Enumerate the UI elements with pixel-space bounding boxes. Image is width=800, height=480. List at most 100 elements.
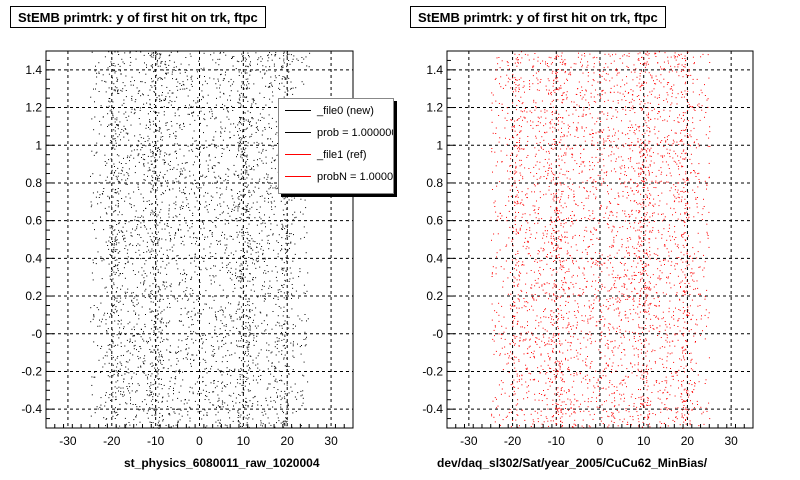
right-point: [605, 63, 607, 65]
left-point: [272, 233, 274, 235]
left-point: [160, 194, 162, 196]
left-point: [184, 293, 186, 295]
right-point: [550, 368, 552, 369]
left-point: [303, 58, 305, 60]
right-point: [529, 83, 530, 85]
left-point: [282, 273, 283, 274]
left-point: [183, 403, 185, 405]
left-point: [260, 422, 262, 424]
right-point: [682, 301, 684, 303]
left-point: [162, 92, 163, 93]
left-point: [261, 134, 263, 136]
left-point: [157, 148, 159, 149]
left-point: [283, 214, 285, 215]
left-point: [266, 356, 268, 358]
left-point: [265, 400, 267, 402]
left-point: [253, 290, 255, 292]
right-point: [613, 60, 615, 62]
right-point: [630, 238, 632, 240]
left-point: [226, 146, 228, 148]
right-point: [642, 272, 644, 274]
right-point: [621, 246, 623, 248]
left-point: [241, 374, 243, 376]
left-point: [247, 231, 249, 233]
left-point: [211, 233, 213, 235]
right-point: [706, 188, 707, 190]
left-point: [272, 406, 274, 408]
right-point: [545, 373, 547, 375]
left-point: [252, 359, 254, 361]
right-point: [551, 170, 552, 172]
left-point: [141, 267, 143, 269]
left-point: [110, 140, 112, 141]
left-point: [194, 257, 196, 259]
left-point: [150, 384, 152, 386]
left-point: [215, 226, 217, 228]
left-point: [252, 379, 254, 381]
left-point: [171, 125, 173, 127]
left-point: [178, 68, 180, 70]
left-point: [245, 351, 247, 353]
left-point: [256, 209, 258, 210]
left-point: [170, 286, 172, 288]
left-point: [192, 342, 194, 344]
left-point: [275, 52, 277, 54]
left-point: [204, 239, 205, 240]
left-point: [159, 149, 160, 151]
left-point: [183, 122, 184, 124]
left-point: [205, 192, 206, 194]
right-point: [686, 416, 688, 418]
left-point: [298, 297, 299, 299]
left-point: [201, 418, 203, 420]
left-point: [174, 371, 176, 373]
left-point: [241, 269, 243, 270]
left-point: [176, 153, 177, 154]
left-point: [291, 196, 293, 198]
left-point: [160, 350, 162, 352]
right-point: [513, 126, 515, 128]
left-point: [152, 180, 154, 182]
left-point: [240, 117, 242, 118]
left-point: [295, 216, 297, 218]
right-point: [550, 163, 552, 165]
left-point: [154, 315, 156, 317]
right-point: [526, 352, 528, 354]
left-point: [277, 187, 278, 189]
left-point: [238, 421, 240, 423]
left-point: [292, 328, 294, 330]
right-point: [564, 152, 566, 154]
left-point: [236, 327, 238, 329]
left-point: [154, 414, 156, 416]
left-point: [238, 142, 240, 144]
right-point: [558, 141, 560, 143]
left-point: [275, 77, 277, 79]
left-point: [279, 380, 281, 381]
left-point: [137, 155, 139, 157]
left-point: [107, 126, 108, 127]
left-point: [99, 295, 101, 297]
left-point: [165, 190, 166, 192]
left-point: [245, 65, 247, 67]
right-point: [641, 109, 643, 111]
left-point: [262, 285, 263, 287]
right-point: [518, 265, 519, 267]
left-point: [158, 58, 160, 60]
left-point: [112, 101, 114, 103]
left-point: [159, 151, 161, 153]
left-point: [175, 233, 177, 235]
left-point: [120, 342, 122, 344]
left-point: [140, 282, 142, 284]
left-point: [237, 154, 238, 156]
left-point: [153, 236, 155, 238]
right-point: [566, 135, 568, 137]
left-point: [157, 422, 159, 424]
right-point: [613, 422, 615, 423]
left-point: [257, 404, 259, 406]
left-point: [101, 345, 103, 347]
left-point: [192, 164, 194, 166]
left-point: [230, 99, 231, 101]
left-point: [117, 203, 119, 205]
left-point: [271, 59, 273, 61]
left-point: [115, 192, 117, 194]
left-point: [221, 234, 222, 236]
